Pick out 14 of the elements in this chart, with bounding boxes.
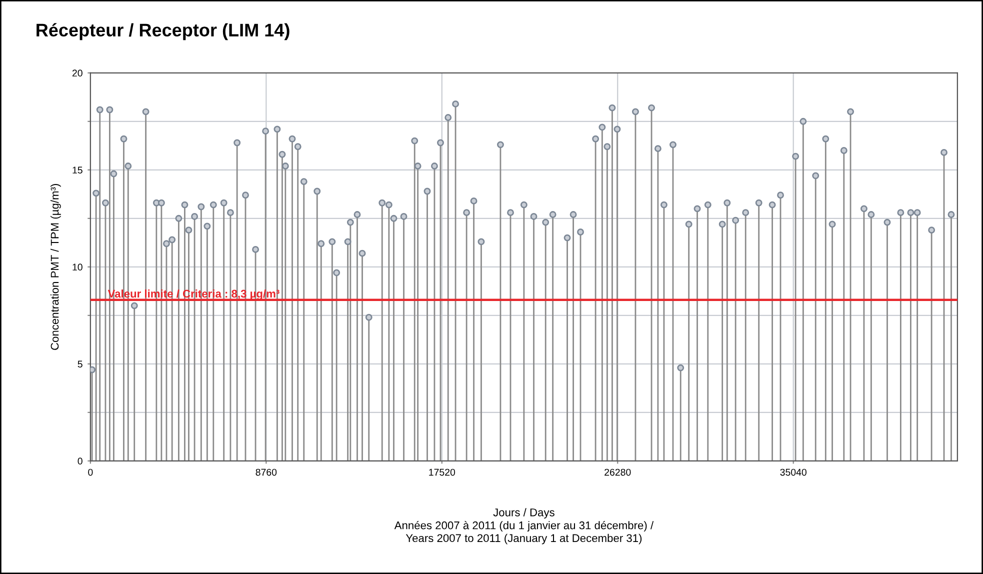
x-tick-label: 17520: [429, 468, 456, 476]
x-tick-label: 0: [88, 468, 93, 476]
x-tick-label: 35040: [780, 468, 806, 476]
x-tick-label: 8760: [256, 468, 277, 476]
y-tick-label: 0: [78, 458, 82, 465]
y-tick-label: 5: [78, 360, 82, 368]
x-tick-label: 26280: [604, 468, 631, 476]
x-axis-title: Jours / Days Années 2007 à 2011 (du 1 janvier au 31 décembre) / Years 2007 to 2011 (January 1 at December 31): [394, 508, 654, 544]
ref-line-label: Valeur limite / Criteria : 8,3 µg/m³: [108, 289, 280, 300]
y-tick-label: 15: [72, 166, 82, 174]
y-tick-label: 10: [72, 264, 82, 271]
y-tick-label: 20: [72, 70, 82, 77]
y-axis-title: Concentration PMT / TPM (µg/m³): [50, 184, 61, 350]
chart-title: Récepteur / Receptor (LIM 14): [36, 23, 290, 40]
